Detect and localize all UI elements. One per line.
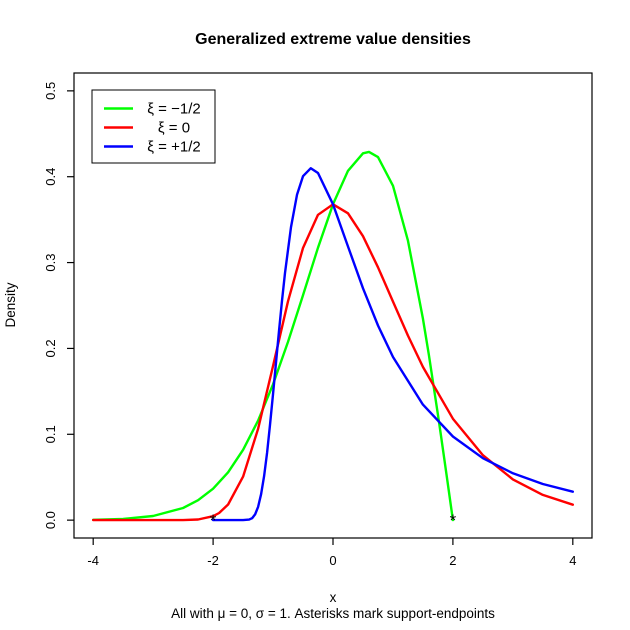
density-curve bbox=[91, 150, 455, 522]
density-curve bbox=[91, 203, 574, 522]
chart-title: Generalized extreme value densities bbox=[195, 31, 471, 48]
asterisk-marker: * bbox=[210, 511, 217, 530]
y-axis-label: Density bbox=[3, 282, 18, 327]
legend-entries: ξ = −1/2 ξ = 0 ξ = +1/2 bbox=[104, 101, 201, 156]
density-curve bbox=[211, 166, 574, 522]
x-tick-label: -4 bbox=[87, 553, 99, 568]
x-tick-label: 0 bbox=[329, 553, 336, 568]
x-tick-label: 2 bbox=[449, 553, 456, 568]
y-tick-label: 0.2 bbox=[43, 339, 58, 357]
x-axis-ticks: -4 -2 0 2 4 bbox=[87, 538, 576, 568]
y-tick-label: 0.0 bbox=[43, 511, 58, 529]
x-tick-label: 4 bbox=[569, 553, 576, 568]
asterisk-marker: * bbox=[450, 511, 457, 530]
legend-entry-label: ξ = +1/2 bbox=[147, 139, 200, 156]
y-axis-ticks: 0.0 0.1 0.2 0.3 0.4 0.5 bbox=[43, 82, 74, 529]
support-endpoint-markers: * * bbox=[210, 511, 457, 530]
x-axis-label: x bbox=[330, 590, 337, 605]
chart-subtitle: All with μ = 0, σ = 1. Asterisks mark su… bbox=[171, 606, 495, 621]
legend-entry-label: ξ = −1/2 bbox=[147, 101, 200, 118]
x-tick-label: -2 bbox=[207, 553, 219, 568]
legend-entry-label: ξ = 0 bbox=[158, 120, 190, 137]
y-tick-label: 0.1 bbox=[43, 425, 58, 443]
y-tick-label: 0.4 bbox=[43, 168, 58, 186]
y-tick-label: 0.5 bbox=[43, 82, 58, 100]
y-tick-label: 0.3 bbox=[43, 254, 58, 272]
density-curves bbox=[91, 150, 574, 522]
legend: ξ = −1/2 ξ = 0 ξ = +1/2 bbox=[91, 89, 216, 164]
